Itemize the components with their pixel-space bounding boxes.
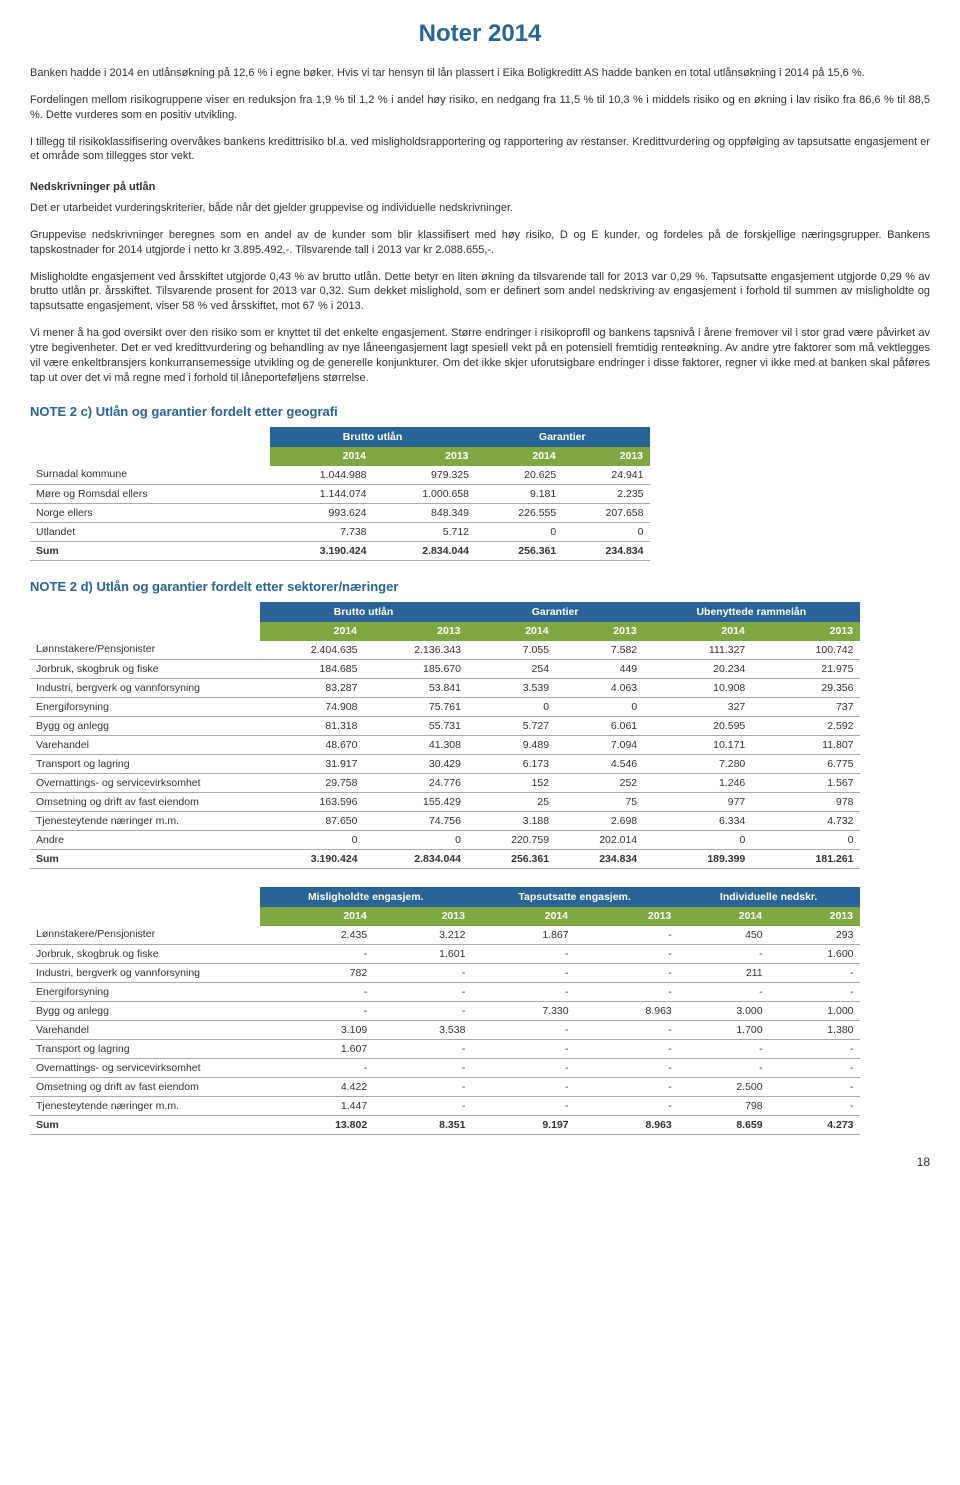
table-sum-row: Sum3.190.4242.834.044256.361234.834189.3… bbox=[30, 849, 860, 868]
body-paragraph: Fordelingen mellom risikogruppene viser … bbox=[30, 93, 930, 123]
note-2c-heading: NOTE 2 c) Utlån og garantier fordelt ett… bbox=[30, 404, 930, 419]
table-row: Omsetning og drift av fast eiendom163.59… bbox=[30, 792, 860, 811]
page-title: Noter 2014 bbox=[30, 20, 930, 48]
table-row: Jorbruk, skogbruk og fiske184.685185.670… bbox=[30, 659, 860, 678]
table-row: Industri, bergverk og vannforsyning83.28… bbox=[30, 678, 860, 697]
note-2c-table: Brutto utlån Garantier 2014 2013 2014 20… bbox=[30, 427, 650, 561]
table-group-row: Brutto utlån Garantier Ubenyttede rammel… bbox=[30, 602, 860, 621]
col-year: 2013 bbox=[373, 446, 476, 465]
note-2d-heading: NOTE 2 d) Utlån og garantier fordelt ett… bbox=[30, 579, 930, 594]
table-row: Transport og lagring31.91730.4296.1734.5… bbox=[30, 754, 860, 773]
table-row: Industri, bergverk og vannforsyning782--… bbox=[30, 963, 860, 982]
table-row: Overnattings- og servicevirksomhet29.758… bbox=[30, 773, 860, 792]
body-paragraph: Gruppevise nedskrivninger beregnes som e… bbox=[30, 228, 930, 258]
body-paragraph: Det er utarbeidet vurderingskriterier, b… bbox=[30, 201, 930, 216]
page-number: 18 bbox=[30, 1155, 930, 1169]
col-group: Misligholdte engasjem. bbox=[260, 887, 471, 906]
col-group: Ubenyttede rammelån bbox=[643, 602, 859, 621]
col-year: 2014 bbox=[270, 446, 373, 465]
table-row: Tjenesteytende næringer m.m.87.65074.756… bbox=[30, 811, 860, 830]
table-row: Overnattings- og servicevirksomhet------ bbox=[30, 1058, 860, 1077]
table-row: Energiforsyning74.90875.76100327737 bbox=[30, 697, 860, 716]
table-year-row: 2014 2013 2014 2013 bbox=[30, 446, 650, 465]
body-paragraph: I tillegg til risikoklassifisering overv… bbox=[30, 135, 930, 165]
body-paragraph: Banken hadde i 2014 en utlånsøkning på 1… bbox=[30, 66, 930, 81]
table-row: Surnadal kommune1.044.988979.32520.62524… bbox=[30, 465, 650, 484]
table-row: Omsetning og drift av fast eiendom4.422-… bbox=[30, 1077, 860, 1096]
body-paragraph: Vi mener å ha god oversikt over den risi… bbox=[30, 326, 930, 385]
body-paragraph: Misligholdte engasjement ved årsskiftet … bbox=[30, 270, 930, 315]
note-2d-table: Brutto utlån Garantier Ubenyttede rammel… bbox=[30, 602, 860, 869]
table-row: Norge ellers993.624848.349226.555207.658 bbox=[30, 503, 650, 522]
table-group-row: Misligholdte engasjem. Tapsutsatte engas… bbox=[30, 887, 860, 906]
table-row: Bygg og anlegg--7.3308.9633.0001.000 bbox=[30, 1001, 860, 1020]
table-row: Jorbruk, skogbruk og fiske-1.601---1.600 bbox=[30, 944, 860, 963]
col-group: Brutto utlån bbox=[270, 427, 475, 446]
table-year-row: 20142013 20142013 20142013 bbox=[30, 621, 860, 640]
table-row: Lønnstakere/Pensjonister2.404.6352.136.3… bbox=[30, 640, 860, 659]
table-row: Lønnstakere/Pensjonister2.4353.2121.867-… bbox=[30, 925, 860, 944]
col-group: Brutto utlån bbox=[260, 602, 467, 621]
col-year: 2013 bbox=[562, 446, 649, 465]
col-group: Garantier bbox=[467, 602, 643, 621]
col-year: 2014 bbox=[475, 446, 562, 465]
table-row: Varehandel48.67041.3089.4897.09410.17111… bbox=[30, 735, 860, 754]
col-group: Tapsutsatte engasjem. bbox=[471, 887, 677, 906]
table-row: Møre og Romsdal ellers1.144.0741.000.658… bbox=[30, 484, 650, 503]
table-row: Transport og lagring1.607----- bbox=[30, 1039, 860, 1058]
table-row: Tjenesteytende næringer m.m.1.447---798- bbox=[30, 1096, 860, 1115]
table-row: Andre00220.759202.01400 bbox=[30, 830, 860, 849]
table-sum-row: Sum3.190.4242.834.044256.361234.834 bbox=[30, 541, 650, 560]
table-year-row: 20142013 20142013 20142013 bbox=[30, 906, 860, 925]
table-row: Energiforsyning------ bbox=[30, 982, 860, 1001]
table-sum-row: Sum13.8028.3519.1978.9638.6594.273 bbox=[30, 1115, 860, 1134]
table-row: Utlandet7.7385.71200 bbox=[30, 522, 650, 541]
col-group: Garantier bbox=[475, 427, 650, 446]
section-subhead: Nedskrivninger på utlån bbox=[30, 180, 930, 195]
table-row: Varehandel3.1093.538--1.7001.380 bbox=[30, 1020, 860, 1039]
table-row: Bygg og anlegg81.31855.7315.7276.06120.5… bbox=[30, 716, 860, 735]
table-group-row: Brutto utlån Garantier bbox=[30, 427, 650, 446]
mislighold-table: Misligholdte engasjem. Tapsutsatte engas… bbox=[30, 887, 860, 1135]
col-group: Individuelle nedskr. bbox=[678, 887, 860, 906]
